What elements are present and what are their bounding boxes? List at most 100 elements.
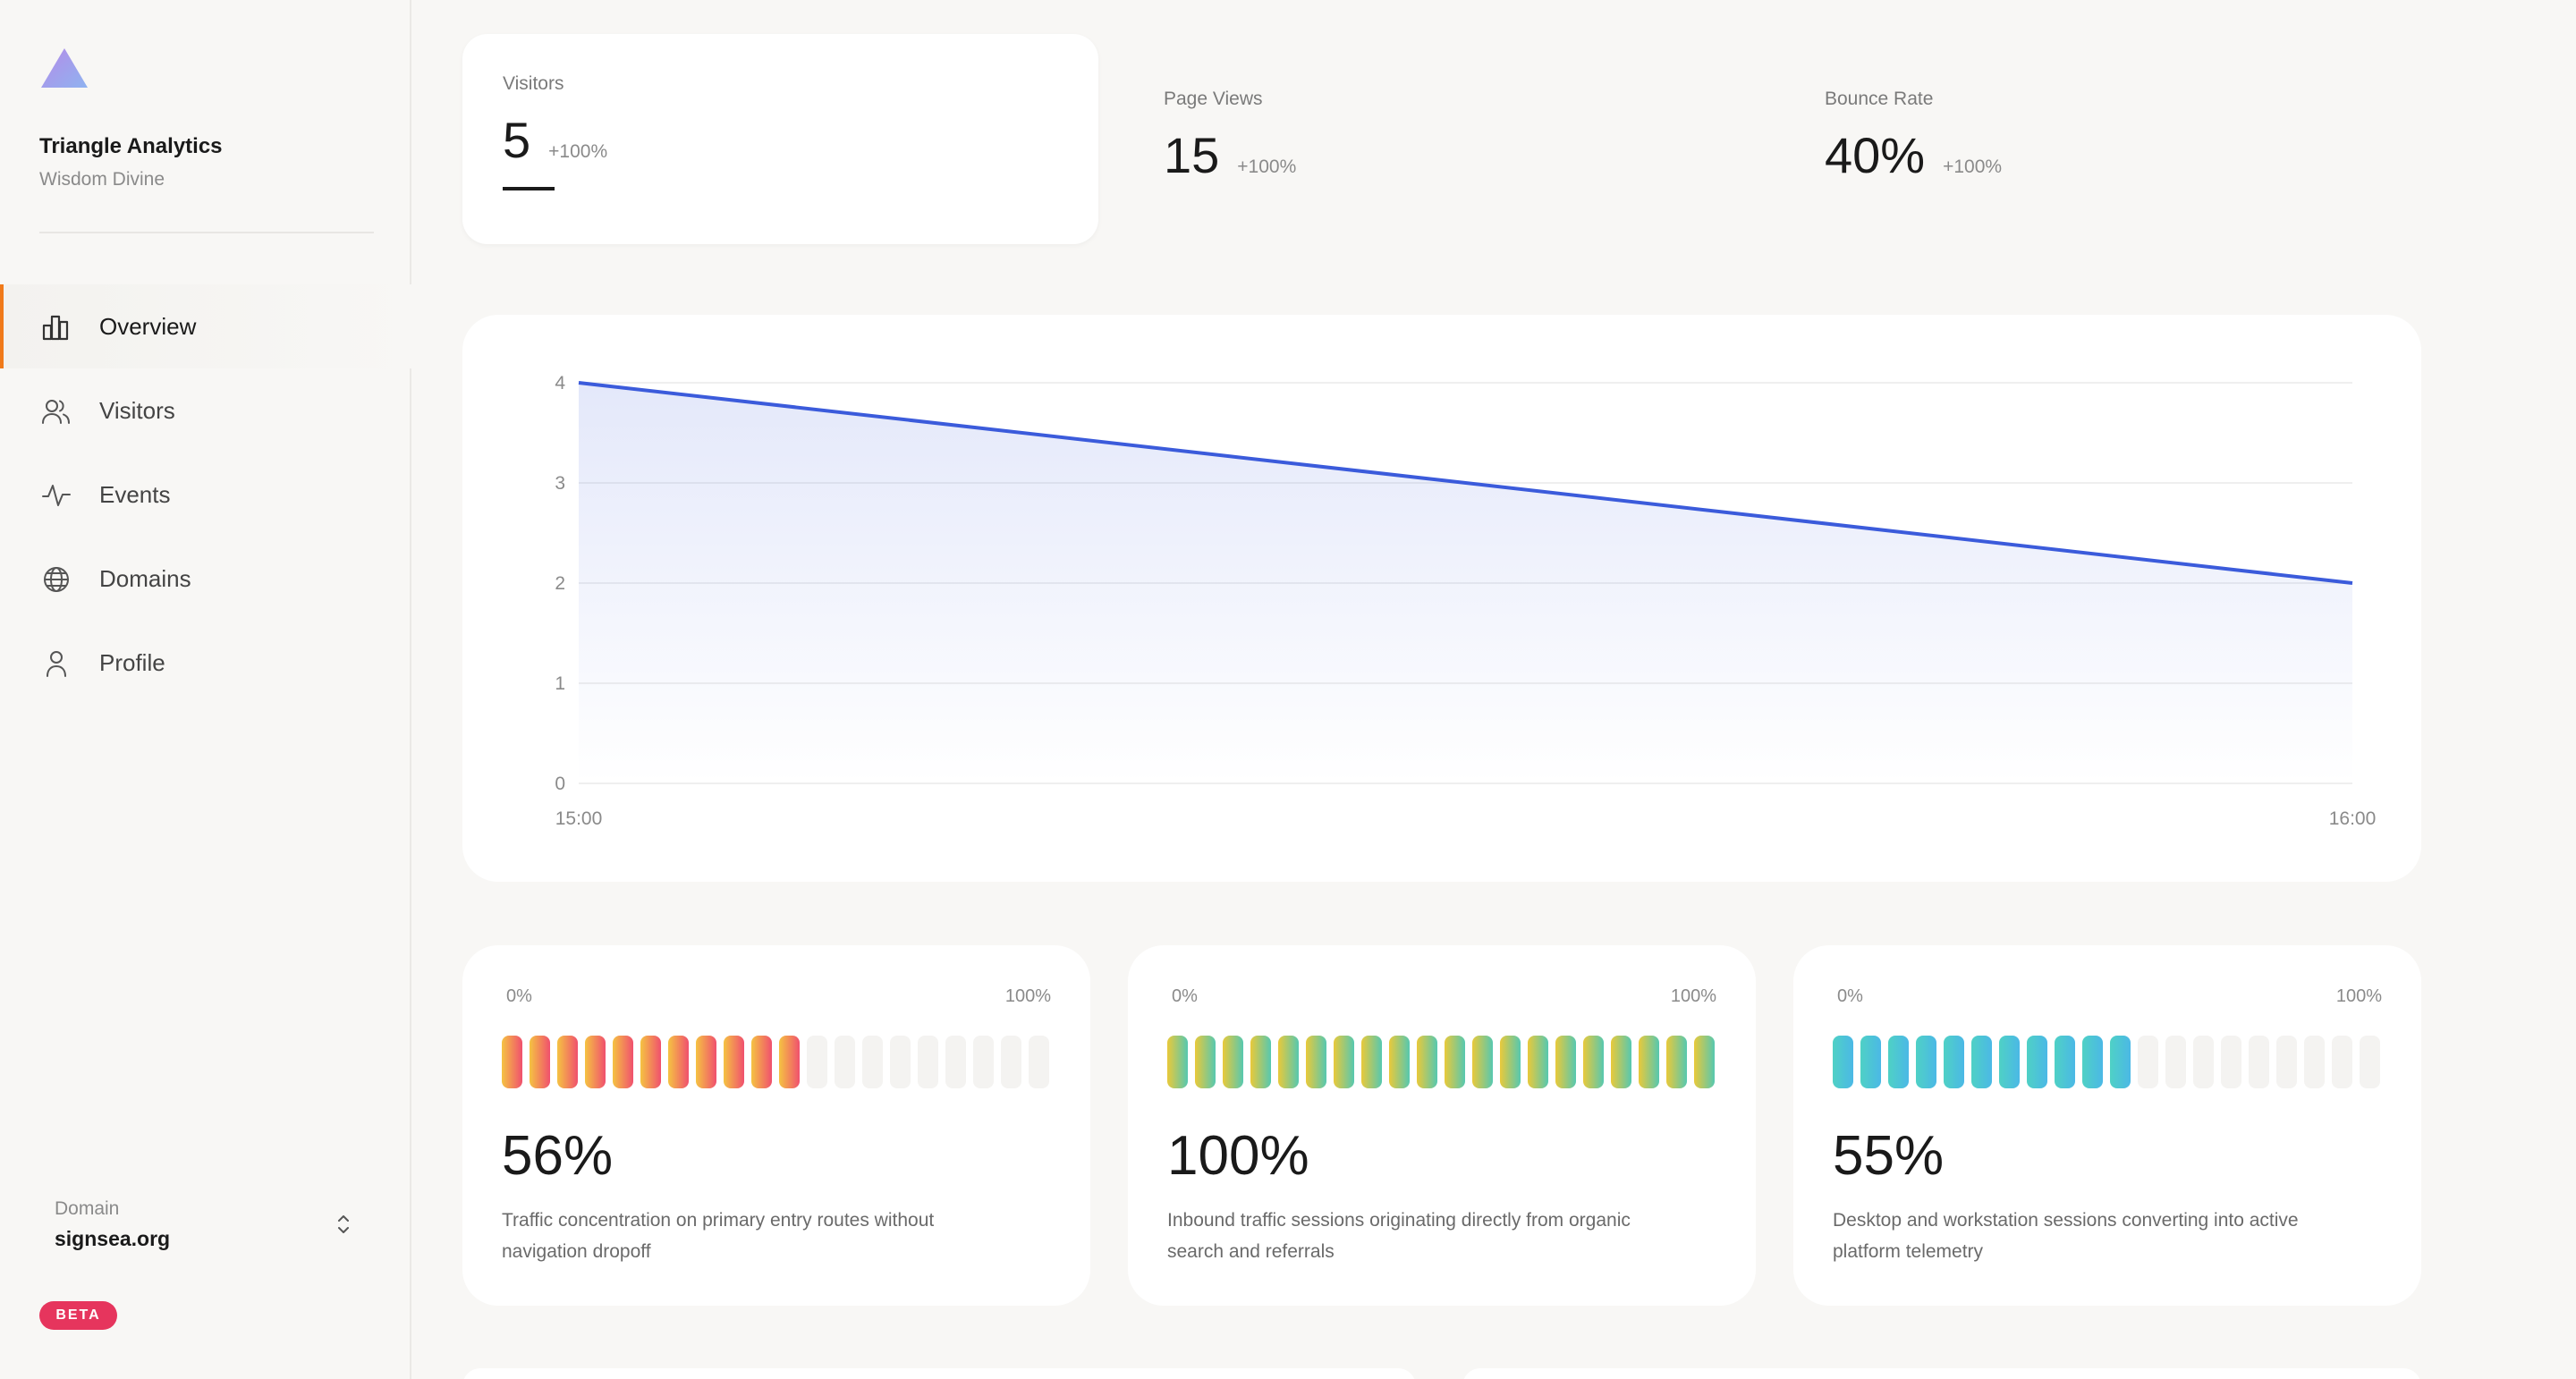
- meter-segment-filled: [1694, 1036, 1715, 1088]
- meter-percent: 56%: [502, 1125, 614, 1187]
- stat-bounce-rate[interactable]: Bounce Rate 40% +100%: [1825, 89, 2002, 184]
- meter-segment-empty: [890, 1036, 911, 1088]
- brand-name: Triangle Analytics: [39, 134, 223, 158]
- nav-item-label: Profile: [99, 648, 165, 676]
- meter-segment-filled: [1999, 1036, 2020, 1088]
- next-card-edge: [1462, 1368, 2421, 1379]
- stat-label: Page Views: [1164, 89, 1263, 109]
- meter-segment-filled: [1278, 1036, 1299, 1088]
- meter-segment-filled: [1306, 1036, 1326, 1088]
- meter-segment-filled: [1971, 1036, 1992, 1088]
- meter-segment-filled: [1223, 1036, 1243, 1088]
- meter-segment-filled: [1639, 1036, 1659, 1088]
- meter-segment-filled: [1666, 1036, 1687, 1088]
- meter-percent: 55%: [1833, 1125, 1945, 1187]
- meter-segment-filled: [1334, 1036, 1354, 1088]
- meter-segment-filled: [2027, 1036, 2047, 1088]
- stat-label: Visitors: [503, 73, 564, 94]
- meter-bars: [1833, 1036, 2380, 1088]
- meter-segment-empty: [1029, 1036, 1049, 1088]
- meter-card-desktop-sessions: 0% 100% 55% Desktop and workstation sess…: [1793, 945, 2421, 1306]
- meter-segment-empty: [973, 1036, 994, 1088]
- y-tick-label: 2: [555, 573, 565, 594]
- meter-segment-empty: [945, 1036, 966, 1088]
- nav-item-visitors[interactable]: Visitors: [0, 368, 411, 453]
- meter-segment-filled: [1888, 1036, 1909, 1088]
- meter-segment-empty: [2332, 1036, 2352, 1088]
- nav-item-domains[interactable]: Domains: [0, 537, 411, 621]
- y-tick-label: 3: [555, 473, 565, 494]
- stat-visitors[interactable]: Visitors 5 +100%: [503, 73, 607, 190]
- meter-segment-empty: [862, 1036, 883, 1088]
- meter-percent: 100%: [1167, 1125, 1309, 1187]
- meter-segment-empty: [2193, 1036, 2214, 1088]
- nav-item-overview[interactable]: Overview: [0, 284, 411, 368]
- activity-icon: [42, 485, 71, 506]
- next-card-edge: [462, 1368, 1416, 1379]
- meter-segment-filled: [668, 1036, 689, 1088]
- meter-segment-filled: [530, 1036, 550, 1088]
- meter-segment-filled: [1833, 1036, 1853, 1088]
- visitors-area-chart[interactable]: 0 1 2 3 4 15:00 16:00: [462, 315, 2421, 882]
- meter-segment-filled: [585, 1036, 606, 1088]
- meter-segment-filled: [1250, 1036, 1271, 1088]
- meter-segment-empty: [2276, 1036, 2297, 1088]
- stat-value: 5: [503, 112, 531, 168]
- meter-segment-filled: [1500, 1036, 1521, 1088]
- meter-segment-filled: [2082, 1036, 2103, 1088]
- globe-icon: [44, 567, 69, 592]
- meter-scale-min: 0%: [506, 986, 532, 1006]
- domain-value[interactable]: signsea.org: [55, 1227, 171, 1250]
- meter-segment-filled: [557, 1036, 578, 1088]
- meter-description: Inbound traffic sessions originating dir…: [1167, 1210, 1631, 1262]
- domain-label: Domain: [55, 1198, 120, 1219]
- y-tick-label: 1: [555, 673, 565, 694]
- meter-segment-filled: [1555, 1036, 1576, 1088]
- meter-segment-filled: [724, 1036, 744, 1088]
- selected-stat-card: [462, 34, 1098, 244]
- triangle-logo-icon[interactable]: [39, 47, 89, 89]
- meter-scale-min: 0%: [1172, 986, 1198, 1006]
- bar-chart-icon: [42, 315, 69, 341]
- users-icon: [42, 400, 70, 424]
- meter-segment-filled: [751, 1036, 772, 1088]
- area-fill: [579, 383, 2352, 783]
- brand-subtitle: Wisdom Divine: [39, 169, 165, 190]
- meter-segment-filled: [1389, 1036, 1410, 1088]
- x-tick-label: 16:00: [2329, 808, 2377, 829]
- stat-change: +100%: [1237, 157, 1297, 177]
- meter-segment-empty: [807, 1036, 827, 1088]
- meter-segment-filled: [1860, 1036, 1881, 1088]
- meter-segment-empty: [2360, 1036, 2380, 1088]
- nav-item-label: Domains: [99, 564, 191, 592]
- meter-segment-empty: [2304, 1036, 2325, 1088]
- stat-label: Bounce Rate: [1825, 89, 1934, 109]
- stat-value: 15: [1164, 127, 1220, 183]
- meter-description: Desktop and workstation sessions convert…: [1833, 1210, 2299, 1262]
- meter-scale-max: 100%: [1670, 986, 1716, 1006]
- meter-segment-filled: [696, 1036, 716, 1088]
- meter-segment-filled: [1944, 1036, 1964, 1088]
- meter-segment-filled: [2055, 1036, 2075, 1088]
- stat-change: +100%: [1943, 157, 2003, 177]
- meter-card-entry-routes: 0% 100% 56% Traffic concentration on pri…: [462, 945, 1090, 1306]
- meter-segment-filled: [1361, 1036, 1382, 1088]
- stat-page-views[interactable]: Page Views 15 +100%: [1164, 89, 1296, 184]
- nav-item-profile[interactable]: Profile: [0, 621, 411, 705]
- beta-badge: BETA: [39, 1301, 117, 1330]
- meter-segment-empty: [918, 1036, 938, 1088]
- sidebar-divider: [39, 232, 374, 233]
- meter-segment-filled: [779, 1036, 800, 1088]
- series-line: [578, 381, 2353, 585]
- meter-scale-max: 100%: [2335, 986, 2382, 1006]
- chevron-up-down-icon[interactable]: [335, 1213, 352, 1236]
- meter-segment-filled: [613, 1036, 633, 1088]
- meter-segment-filled: [1417, 1036, 1437, 1088]
- meter-segment-filled: [1445, 1036, 1465, 1088]
- y-tick-label: 0: [555, 774, 565, 794]
- meter-segment-filled: [1167, 1036, 1188, 1088]
- meter-segment-filled: [502, 1036, 522, 1088]
- meter-segment-filled: [1916, 1036, 1936, 1088]
- visitors-chart-card: 0 1 2 3 4 15:00 16:00: [462, 315, 2421, 882]
- nav-item-events[interactable]: Events: [0, 453, 411, 537]
